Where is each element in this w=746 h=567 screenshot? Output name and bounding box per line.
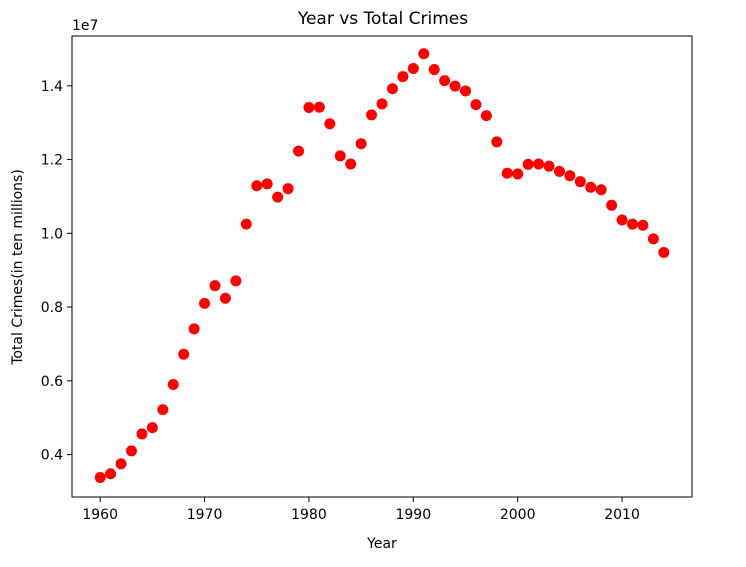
data-point — [334, 150, 346, 162]
data-point — [313, 101, 325, 113]
data-point — [606, 199, 618, 211]
y-tick-label: 0.8 — [41, 300, 63, 316]
x-tick-label: 1970 — [187, 507, 223, 523]
data-point — [136, 428, 148, 440]
data-point — [418, 48, 430, 60]
data-point — [428, 64, 440, 76]
y-axis: 0.4 0.6 0.8 1.0 1.2 1.4 — [41, 79, 72, 464]
data-point — [146, 422, 158, 434]
y-offset-label: 1e7 — [72, 18, 98, 34]
data-point — [553, 165, 565, 177]
data-point — [94, 471, 106, 483]
data-point — [240, 218, 252, 230]
data-point — [595, 184, 607, 196]
data-point — [355, 138, 367, 150]
data-point — [345, 158, 357, 170]
y-tick-label: 0.4 — [41, 448, 63, 464]
y-tick-label: 1.0 — [41, 226, 63, 242]
data-point — [199, 297, 211, 309]
data-point — [386, 83, 398, 95]
data-point — [470, 99, 482, 111]
data-point — [574, 176, 586, 188]
data-point — [460, 85, 472, 97]
data-point — [533, 158, 545, 170]
data-point — [564, 170, 576, 182]
data-point — [282, 183, 294, 195]
data-point — [272, 191, 284, 203]
data-point — [522, 158, 534, 170]
x-tick-label: 2000 — [500, 507, 536, 523]
data-point — [292, 145, 304, 157]
plot-area — [71, 35, 693, 498]
x-tick-label: 1960 — [82, 507, 118, 523]
data-point — [647, 233, 659, 245]
x-tick-label: 1980 — [291, 507, 327, 523]
data-point — [178, 348, 190, 360]
data-point — [616, 214, 628, 226]
data-point — [209, 280, 221, 292]
data-point — [585, 181, 597, 193]
data-point — [230, 275, 242, 287]
data-point — [449, 80, 461, 92]
y-axis-title: Total Crimes(in ten millions) — [10, 169, 26, 366]
data-point — [512, 168, 524, 180]
data-point — [188, 323, 200, 335]
data-point — [219, 292, 231, 304]
data-point — [376, 98, 388, 110]
data-point — [543, 160, 555, 172]
chart-title: Year vs Total Crimes — [297, 9, 468, 29]
data-point — [627, 218, 639, 230]
data-point — [261, 178, 273, 190]
x-axis: 1960 1970 1980 1990 2000 2010 — [82, 497, 640, 523]
data-point — [439, 75, 451, 87]
y-tick-label: 0.6 — [41, 374, 63, 390]
x-tick-label: 2010 — [604, 507, 640, 523]
data-point — [157, 404, 169, 416]
data-point — [637, 219, 649, 231]
data-point — [501, 167, 513, 179]
data-points — [94, 48, 670, 483]
data-point — [251, 180, 263, 192]
data-point — [115, 458, 127, 470]
x-tick-label: 1990 — [395, 507, 431, 523]
data-point — [324, 118, 336, 130]
data-point — [125, 445, 137, 457]
data-point — [407, 62, 419, 74]
data-point — [397, 71, 409, 83]
data-point — [303, 102, 315, 114]
y-tick-label: 1.4 — [41, 79, 63, 95]
x-axis-title: Year — [366, 536, 397, 552]
data-point — [105, 468, 117, 480]
data-point — [658, 246, 670, 258]
data-point — [491, 136, 503, 148]
data-point — [167, 379, 179, 391]
data-point — [480, 110, 492, 122]
y-tick-label: 1.2 — [41, 153, 63, 169]
data-point — [366, 109, 378, 121]
